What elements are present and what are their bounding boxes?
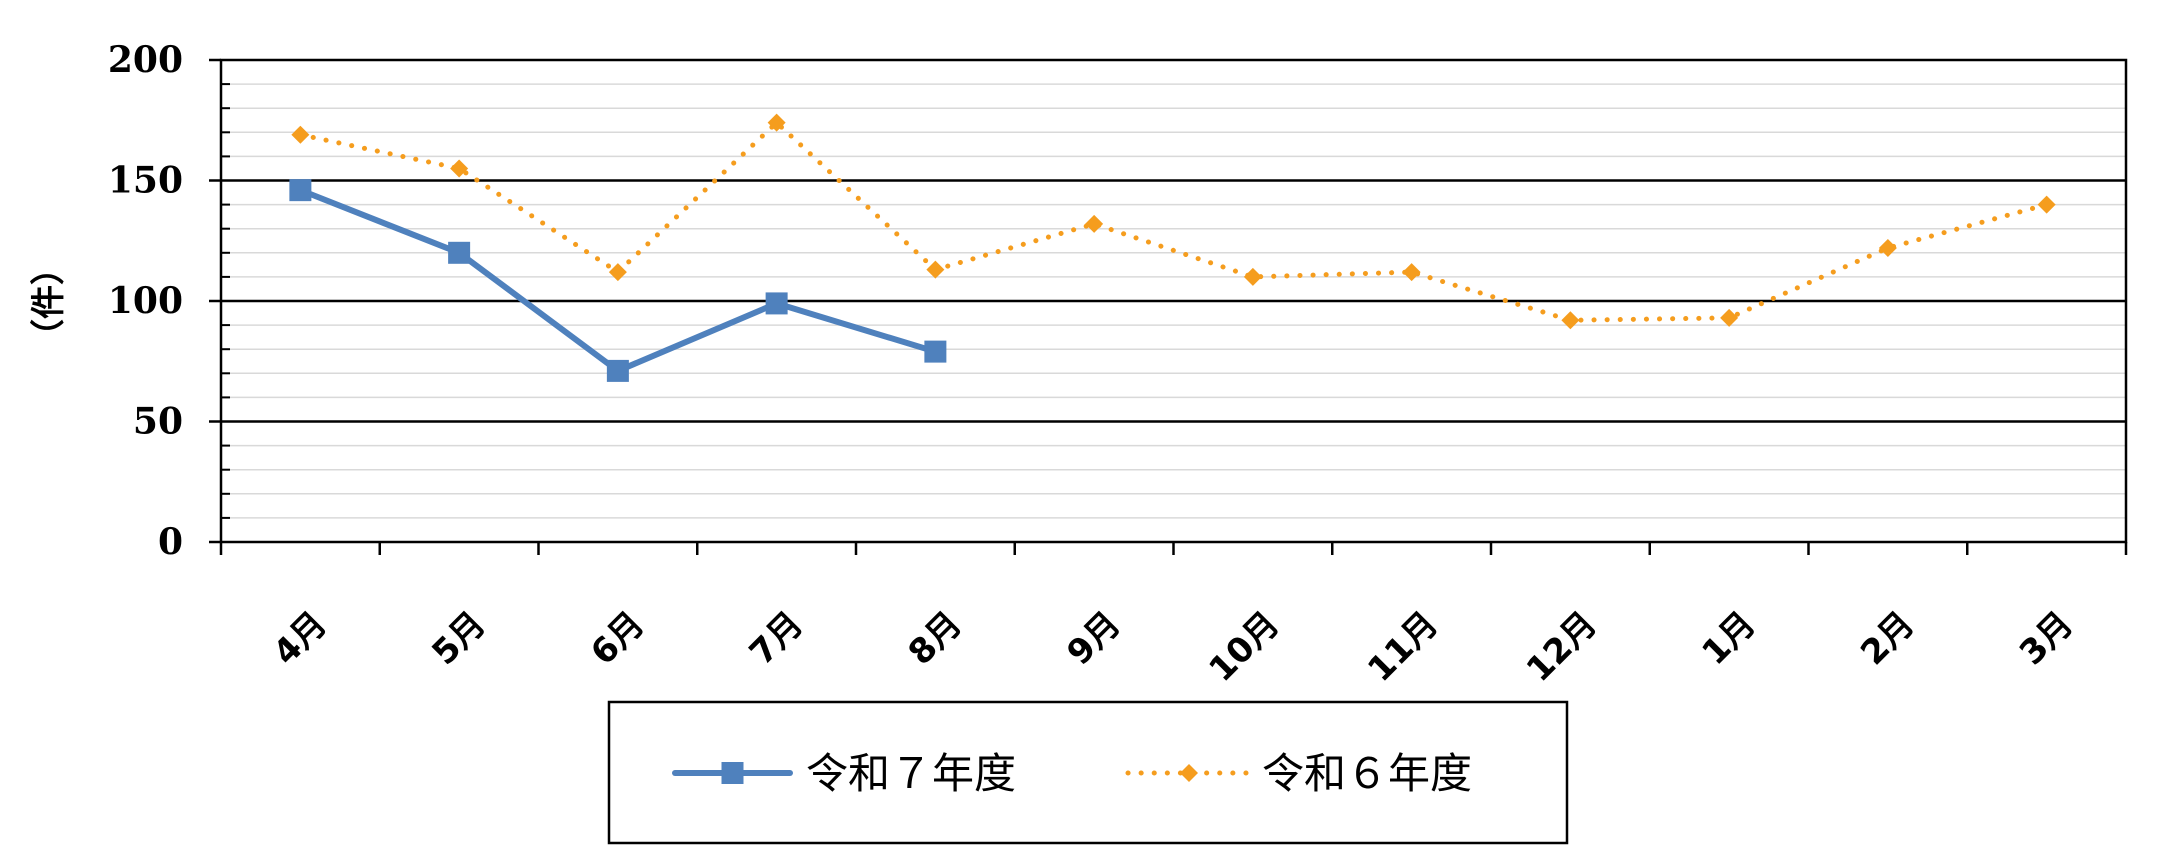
data-point (926, 260, 945, 279)
y-tick-labels: 0 50 100 150 200 (108, 39, 183, 563)
legend-label: 令和７年度 (806, 749, 1016, 798)
legend-marker (1180, 764, 1198, 782)
x-tick-label: 2月 (1853, 604, 1922, 673)
x-tick-label: 11月 (1360, 604, 1446, 690)
y-axis-label: （件） (29, 251, 69, 353)
y-tick-label: 100 (108, 280, 183, 322)
x-tick-labels: 4月 5月 6月 7月 8月 9月 10月 11月 12月 1月 2月 3月 (266, 604, 2081, 690)
data-point (606, 359, 629, 382)
series-layer (289, 113, 2056, 382)
data-point (1561, 311, 1580, 330)
x-tick-label: 7月 (742, 604, 811, 673)
axes (219, 58, 2128, 555)
x-tick-label: 1月 (1694, 604, 1763, 673)
x-tick-label: 4月 (266, 604, 335, 673)
series-1 (289, 179, 947, 382)
data-point (608, 263, 627, 282)
data-point (1402, 263, 1421, 282)
x-tick-label: 6月 (583, 604, 652, 673)
data-point (450, 159, 469, 178)
legend-marker (721, 762, 744, 784)
y-tick-label: 0 (158, 521, 183, 563)
data-point (1720, 308, 1739, 327)
data-point (924, 340, 947, 363)
x-tick-label: 5月 (424, 604, 493, 673)
x-tick-label: 9月 (1059, 604, 1128, 673)
data-point (1085, 214, 1104, 233)
x-tick-label: 12月 (1519, 604, 1605, 690)
legend: 令和７年度 令和６年度 (607, 700, 1569, 845)
data-point (289, 179, 312, 202)
minor-gridlines (221, 83, 2126, 519)
data-point (765, 292, 788, 315)
y-tick-label: 50 (133, 401, 183, 443)
x-tick-label: 10月 (1201, 604, 1287, 690)
y-tick-label: 150 (108, 160, 183, 202)
legend-box (607, 700, 1569, 845)
data-point (1243, 267, 1262, 286)
legend-entry: 令和６年度 (1125, 749, 1472, 798)
data-point (448, 241, 471, 264)
x-tick-label: 3月 (2012, 604, 2081, 673)
x-tick-label: 8月 (901, 604, 970, 673)
series-2 (291, 113, 2056, 330)
data-point (767, 113, 786, 132)
legend-entry: 令和７年度 (672, 749, 1016, 798)
data-point (291, 125, 310, 144)
series-line (297, 120, 2050, 323)
data-point (1878, 238, 1897, 257)
data-point (2037, 195, 2056, 214)
y-tick-label: 200 (108, 39, 183, 81)
legend-label: 令和６年度 (1262, 749, 1472, 798)
major-gridlines (209, 58, 2126, 544)
